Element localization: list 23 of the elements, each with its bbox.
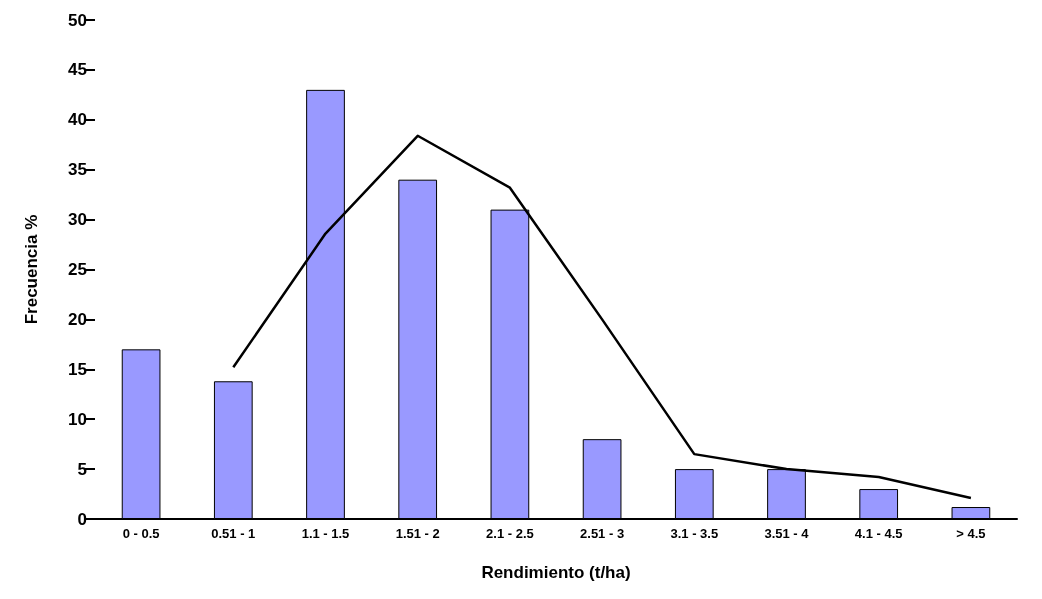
y-tick-label: 30 (68, 210, 87, 230)
x-axis-title: Rendimiento (t/ha) (481, 563, 631, 582)
y-tick-label: 0 (77, 509, 87, 529)
y-tick-label: 15 (68, 359, 87, 379)
x-tick-label: > 4.5 (956, 526, 986, 541)
y-tick-label: 35 (68, 160, 87, 180)
y-tick-label: 25 (68, 260, 87, 279)
x-tick-label: 4.1 - 4.5 (854, 526, 903, 541)
y-tick-label: 45 (68, 60, 87, 80)
x-tick-label: 3.1 - 3.5 (670, 526, 719, 541)
x-tick-label: 0 - 0.5 (122, 526, 160, 541)
y-tick-label: 50 (68, 10, 87, 30)
y-tick-label: 40 (68, 110, 87, 130)
y-tick-label: 20 (68, 309, 87, 329)
x-tick-label: 0.51 - 1 (211, 526, 256, 541)
x-tick-label: 3.51 - 4 (764, 526, 810, 541)
x-tick-label: 2.1 - 2.5 (486, 526, 534, 541)
x-tick-label: 1.1 - 1.5 (301, 526, 350, 541)
x-tick-label: 2.51 - 3 (580, 526, 625, 541)
x-tick-label: 1.51 - 2 (395, 526, 440, 541)
y-tick-label: 10 (68, 409, 87, 429)
y-tick-label: 5 (77, 459, 87, 479)
y-axis-title: Frecuencia % (22, 214, 41, 325)
